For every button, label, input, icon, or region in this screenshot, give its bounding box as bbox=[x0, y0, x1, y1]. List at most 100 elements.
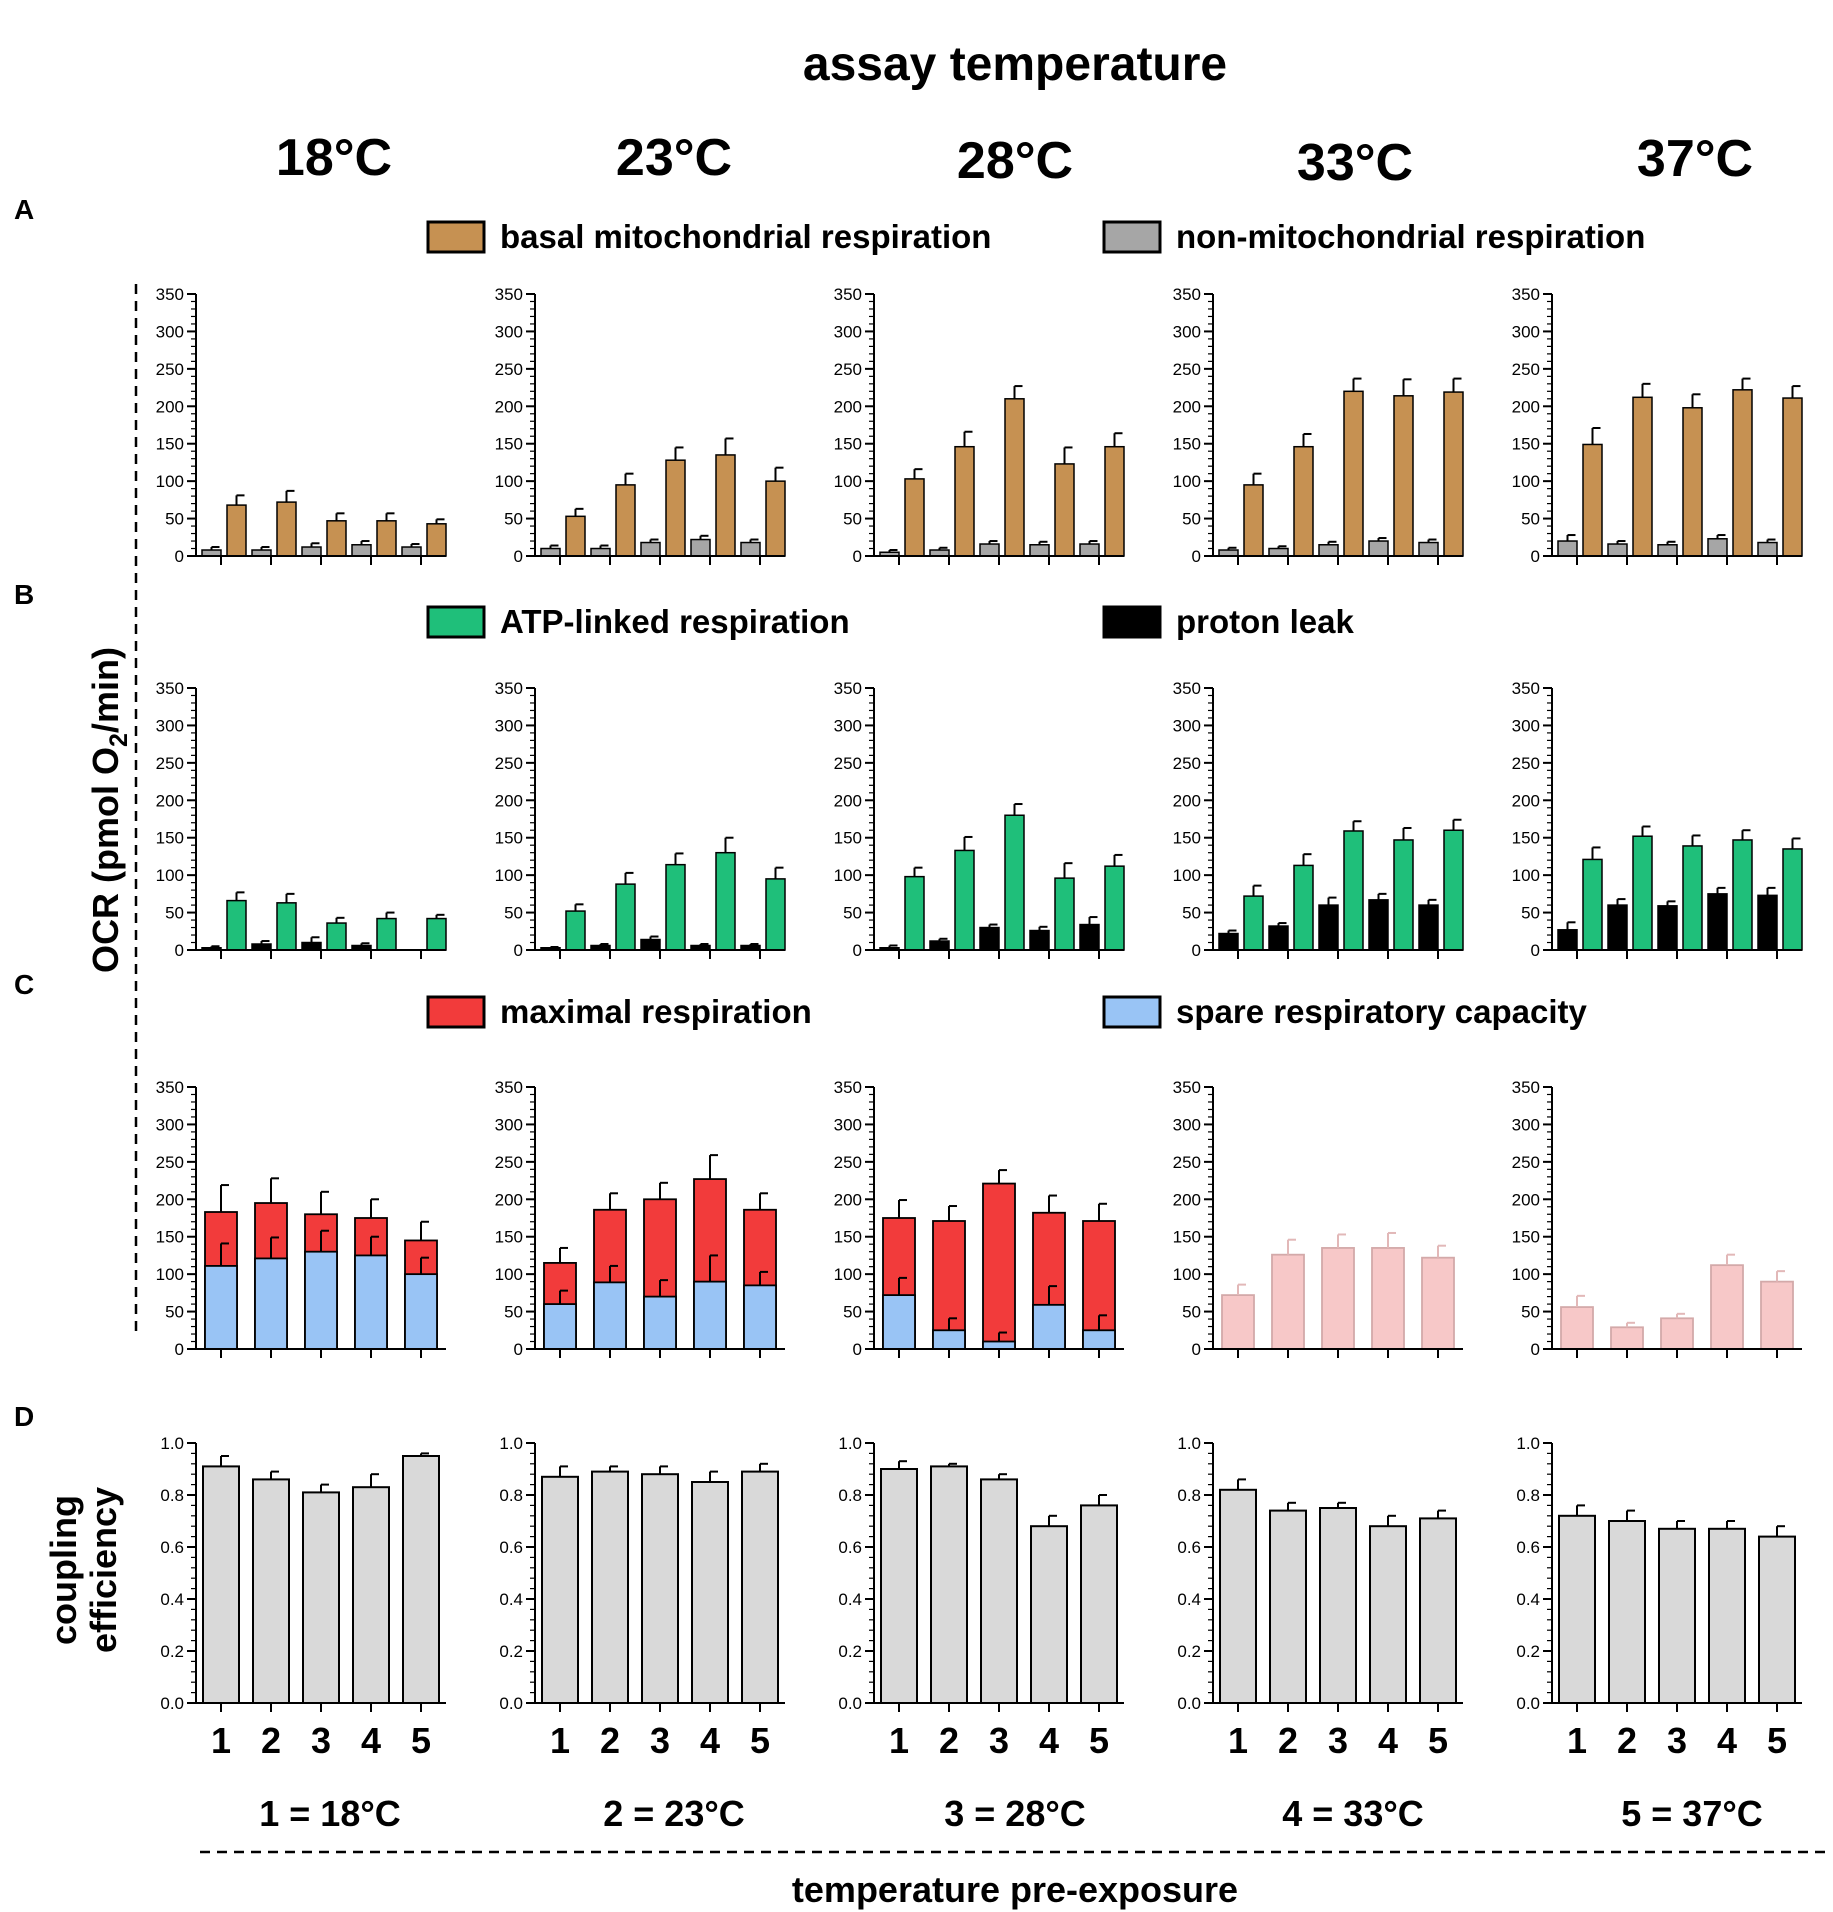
bar-atp-linked-respiration-2 bbox=[615, 883, 636, 951]
y-tick-label: 250 bbox=[156, 360, 184, 379]
bar-maximal-respiration-2 bbox=[1271, 1253, 1305, 1350]
bar-basal-mitochondrial-respiration-1 bbox=[904, 478, 925, 557]
bar-basal-mitochondrial-respiration-2 bbox=[954, 445, 975, 557]
x-tick-label: 5 bbox=[411, 1720, 431, 1761]
y-tick-label: 200 bbox=[1512, 1190, 1540, 1209]
bar-non-mitochondrial-respiration-5 bbox=[740, 541, 761, 557]
bar-spare-respiratory-capacity-2 bbox=[932, 1329, 966, 1350]
y-tick-label: 200 bbox=[156, 791, 184, 810]
panel-c-chart-1: 0 50 100 150 200 250 300 350 bbox=[156, 1078, 446, 1359]
y-tick-label: 150 bbox=[495, 435, 523, 454]
bar-coupling-efficiency-4 bbox=[1708, 1527, 1746, 1705]
bar-proton-leak-3 bbox=[1318, 904, 1339, 951]
bar-spare-respiratory-capacity-5 bbox=[743, 1284, 777, 1350]
bar-maximal-respiration-3 bbox=[1321, 1247, 1355, 1350]
y-tick-label: 50 bbox=[1182, 1303, 1201, 1322]
bar-coupling-efficiency-1 bbox=[202, 1465, 240, 1705]
panel-b-chart-1: 0 50 100 150 200 250 300 350 bbox=[156, 679, 447, 960]
bar-spare-respiratory-capacity-2 bbox=[254, 1257, 288, 1350]
panel-c-chart-4: 0 50 100 150 200 250 300 350 bbox=[1173, 1078, 1463, 1359]
y-tick-label: 150 bbox=[834, 1228, 862, 1247]
y-tick-label: 100 bbox=[1173, 472, 1201, 491]
x-tick-label: 4 bbox=[1717, 1720, 1737, 1761]
legend-label-nonmito: non-mitochondrial respiration bbox=[1176, 218, 1645, 255]
y-tick-label: 200 bbox=[1512, 791, 1540, 810]
y-tick-label: 0.2 bbox=[838, 1642, 862, 1661]
y-tick-label: 350 bbox=[1173, 1078, 1201, 1097]
bar-atp-linked-respiration-4 bbox=[376, 917, 397, 951]
y-tick-label: 100 bbox=[1173, 866, 1201, 885]
legend-swatch-maximal bbox=[426, 995, 486, 1029]
y-tick-label: 250 bbox=[1512, 1153, 1540, 1172]
legend-swatch-spare bbox=[1102, 995, 1162, 1029]
bar-basal-mitochondrial-respiration-5 bbox=[1443, 391, 1464, 557]
panel-a-chart-2: 0 50 100 150 200 250 300 350 bbox=[495, 285, 786, 566]
y-tick-label: 0.8 bbox=[838, 1486, 862, 1505]
chart-panels: 0501001502002503003500501001502002503003… bbox=[156, 285, 1803, 1761]
y-tick-label: 50 bbox=[1182, 510, 1201, 529]
bar-coupling-efficiency-5 bbox=[1080, 1504, 1118, 1705]
y-tick-label: 0.4 bbox=[160, 1590, 184, 1609]
y-tick-label: 200 bbox=[495, 397, 523, 416]
y-tick-label: 100 bbox=[495, 1265, 523, 1284]
bar-spare-respiratory-capacity-4 bbox=[693, 1280, 727, 1350]
bar-coupling-efficiency-4 bbox=[691, 1481, 729, 1704]
y-tick-label: 250 bbox=[495, 1153, 523, 1172]
bar-maximal-respiration-2 bbox=[1610, 1326, 1644, 1350]
bar-spare-respiratory-capacity-4 bbox=[354, 1254, 388, 1350]
x-tick-label: 1 bbox=[211, 1720, 231, 1761]
bar-non-mitochondrial-respiration-4 bbox=[1368, 540, 1389, 557]
y-tick-label: 200 bbox=[1173, 397, 1201, 416]
y-tick-label: 200 bbox=[1173, 791, 1201, 810]
bar-atp-linked-respiration-3 bbox=[1682, 845, 1703, 951]
bar-atp-linked-respiration-1 bbox=[904, 875, 925, 951]
panel-c-chart-5: 0 50 100 150 200 250 300 350 bbox=[1512, 1078, 1802, 1359]
bar-coupling-efficiency-2 bbox=[1269, 1509, 1307, 1704]
bar-non-mitochondrial-respiration-4 bbox=[690, 538, 711, 557]
x-tick-label: 4 bbox=[1378, 1720, 1398, 1761]
bar-non-mitochondrial-respiration-3 bbox=[301, 546, 322, 557]
legend-a: basal mitochondrial respiration non-mito… bbox=[426, 218, 1645, 255]
y-tick-label: 0.8 bbox=[1516, 1486, 1540, 1505]
bar-atp-linked-respiration-1 bbox=[1243, 895, 1264, 951]
bar-coupling-efficiency-3 bbox=[302, 1491, 340, 1705]
bar-non-mitochondrial-respiration-3 bbox=[1657, 544, 1678, 557]
y-tick-label: 100 bbox=[1512, 866, 1540, 885]
y-tick-label: 100 bbox=[156, 472, 184, 491]
y-tick-label: 0.2 bbox=[1177, 1642, 1201, 1661]
bar-basal-mitochondrial-respiration-5 bbox=[426, 523, 447, 557]
bar-basal-mitochondrial-respiration-5 bbox=[765, 480, 786, 557]
bar-proton-leak-4 bbox=[1707, 893, 1728, 951]
legend-label-maximal: maximal respiration bbox=[500, 993, 812, 1030]
y-tick-label: 150 bbox=[495, 829, 523, 848]
y-tick-label: 300 bbox=[1512, 716, 1540, 735]
y-tick-label: 50 bbox=[1521, 904, 1540, 923]
bar-coupling-efficiency-2 bbox=[930, 1465, 968, 1705]
key-item-1: 1 = 18°C bbox=[259, 1793, 401, 1834]
panel-c-chart-2: 0 50 100 150 200 250 300 350 bbox=[495, 1078, 785, 1359]
bar-coupling-efficiency-2 bbox=[252, 1478, 290, 1705]
bar-coupling-efficiency-4 bbox=[1369, 1525, 1407, 1704]
bar-coupling-efficiency-3 bbox=[1658, 1527, 1696, 1705]
bar-atp-linked-respiration-5 bbox=[1443, 829, 1464, 951]
y-tick-label: 300 bbox=[1173, 716, 1201, 735]
y-tick-label: 150 bbox=[1173, 1228, 1201, 1247]
bar-non-mitochondrial-respiration-4 bbox=[1707, 538, 1728, 557]
bar-coupling-efficiency-1 bbox=[541, 1475, 579, 1705]
y-tick-label: 100 bbox=[1512, 1265, 1540, 1284]
y-tick-label: 0.2 bbox=[1516, 1642, 1540, 1661]
panel-label-a: A bbox=[14, 194, 34, 225]
column-headers: 18°C 23°C 28°C 33°C 37°C bbox=[276, 129, 1753, 192]
bar-proton-leak-3 bbox=[979, 926, 1000, 951]
x-tick-label: 2 bbox=[261, 1720, 281, 1761]
legend-swatch-basal bbox=[426, 220, 486, 254]
y-tick-label: 300 bbox=[1173, 1115, 1201, 1134]
panel-a-chart-1: 0 50 100 150 200 250 300 350 bbox=[156, 285, 447, 566]
y-tick-label: 100 bbox=[495, 866, 523, 885]
panel-b-chart-4: 0 50 100 150 200 250 300 350 bbox=[1173, 679, 1464, 960]
bar-coupling-efficiency-1 bbox=[1219, 1488, 1257, 1705]
bar-basal-mitochondrial-respiration-3 bbox=[1343, 390, 1364, 557]
ocr-axis-label-main: OCR (pmol O bbox=[85, 747, 126, 973]
legend-label-spare: spare respiratory capacity bbox=[1176, 993, 1588, 1030]
bar-non-mitochondrial-respiration-2 bbox=[590, 547, 611, 557]
